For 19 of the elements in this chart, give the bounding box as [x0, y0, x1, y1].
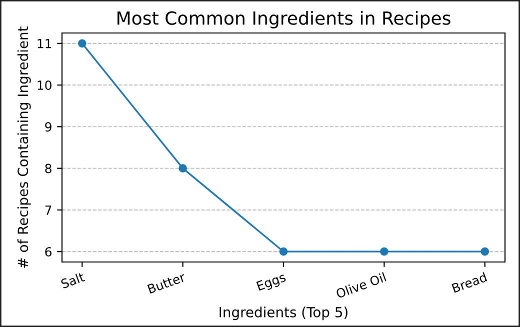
chart-title: Most Common Ingredients in Recipes	[118, 10, 450, 28]
y-tick-label: 6	[45, 247, 52, 257]
point	[78, 39, 86, 48]
x-tick-label: Butter	[147, 272, 186, 294]
point	[480, 247, 490, 256]
y-tick-label: 9	[45, 122, 52, 132]
x-tick-label: Salt	[60, 272, 86, 289]
y-tick-label: 7	[45, 206, 52, 215]
x-tick-label: Eggs	[256, 272, 288, 294]
point	[279, 247, 288, 256]
x-tick-label: Olive Oil	[335, 272, 386, 299]
y-tick-label: 8	[45, 164, 52, 174]
y-tick-label: 10	[38, 80, 52, 90]
y-tick-label: 11	[38, 39, 52, 48]
x-tick-label: Bread	[452, 272, 488, 293]
x-axis-title: Ingredients (Top 5)	[220, 306, 348, 320]
point	[178, 164, 187, 172]
point	[380, 247, 388, 256]
y-axis-title: # of Recipes Containing Ingredient	[17, 26, 31, 268]
